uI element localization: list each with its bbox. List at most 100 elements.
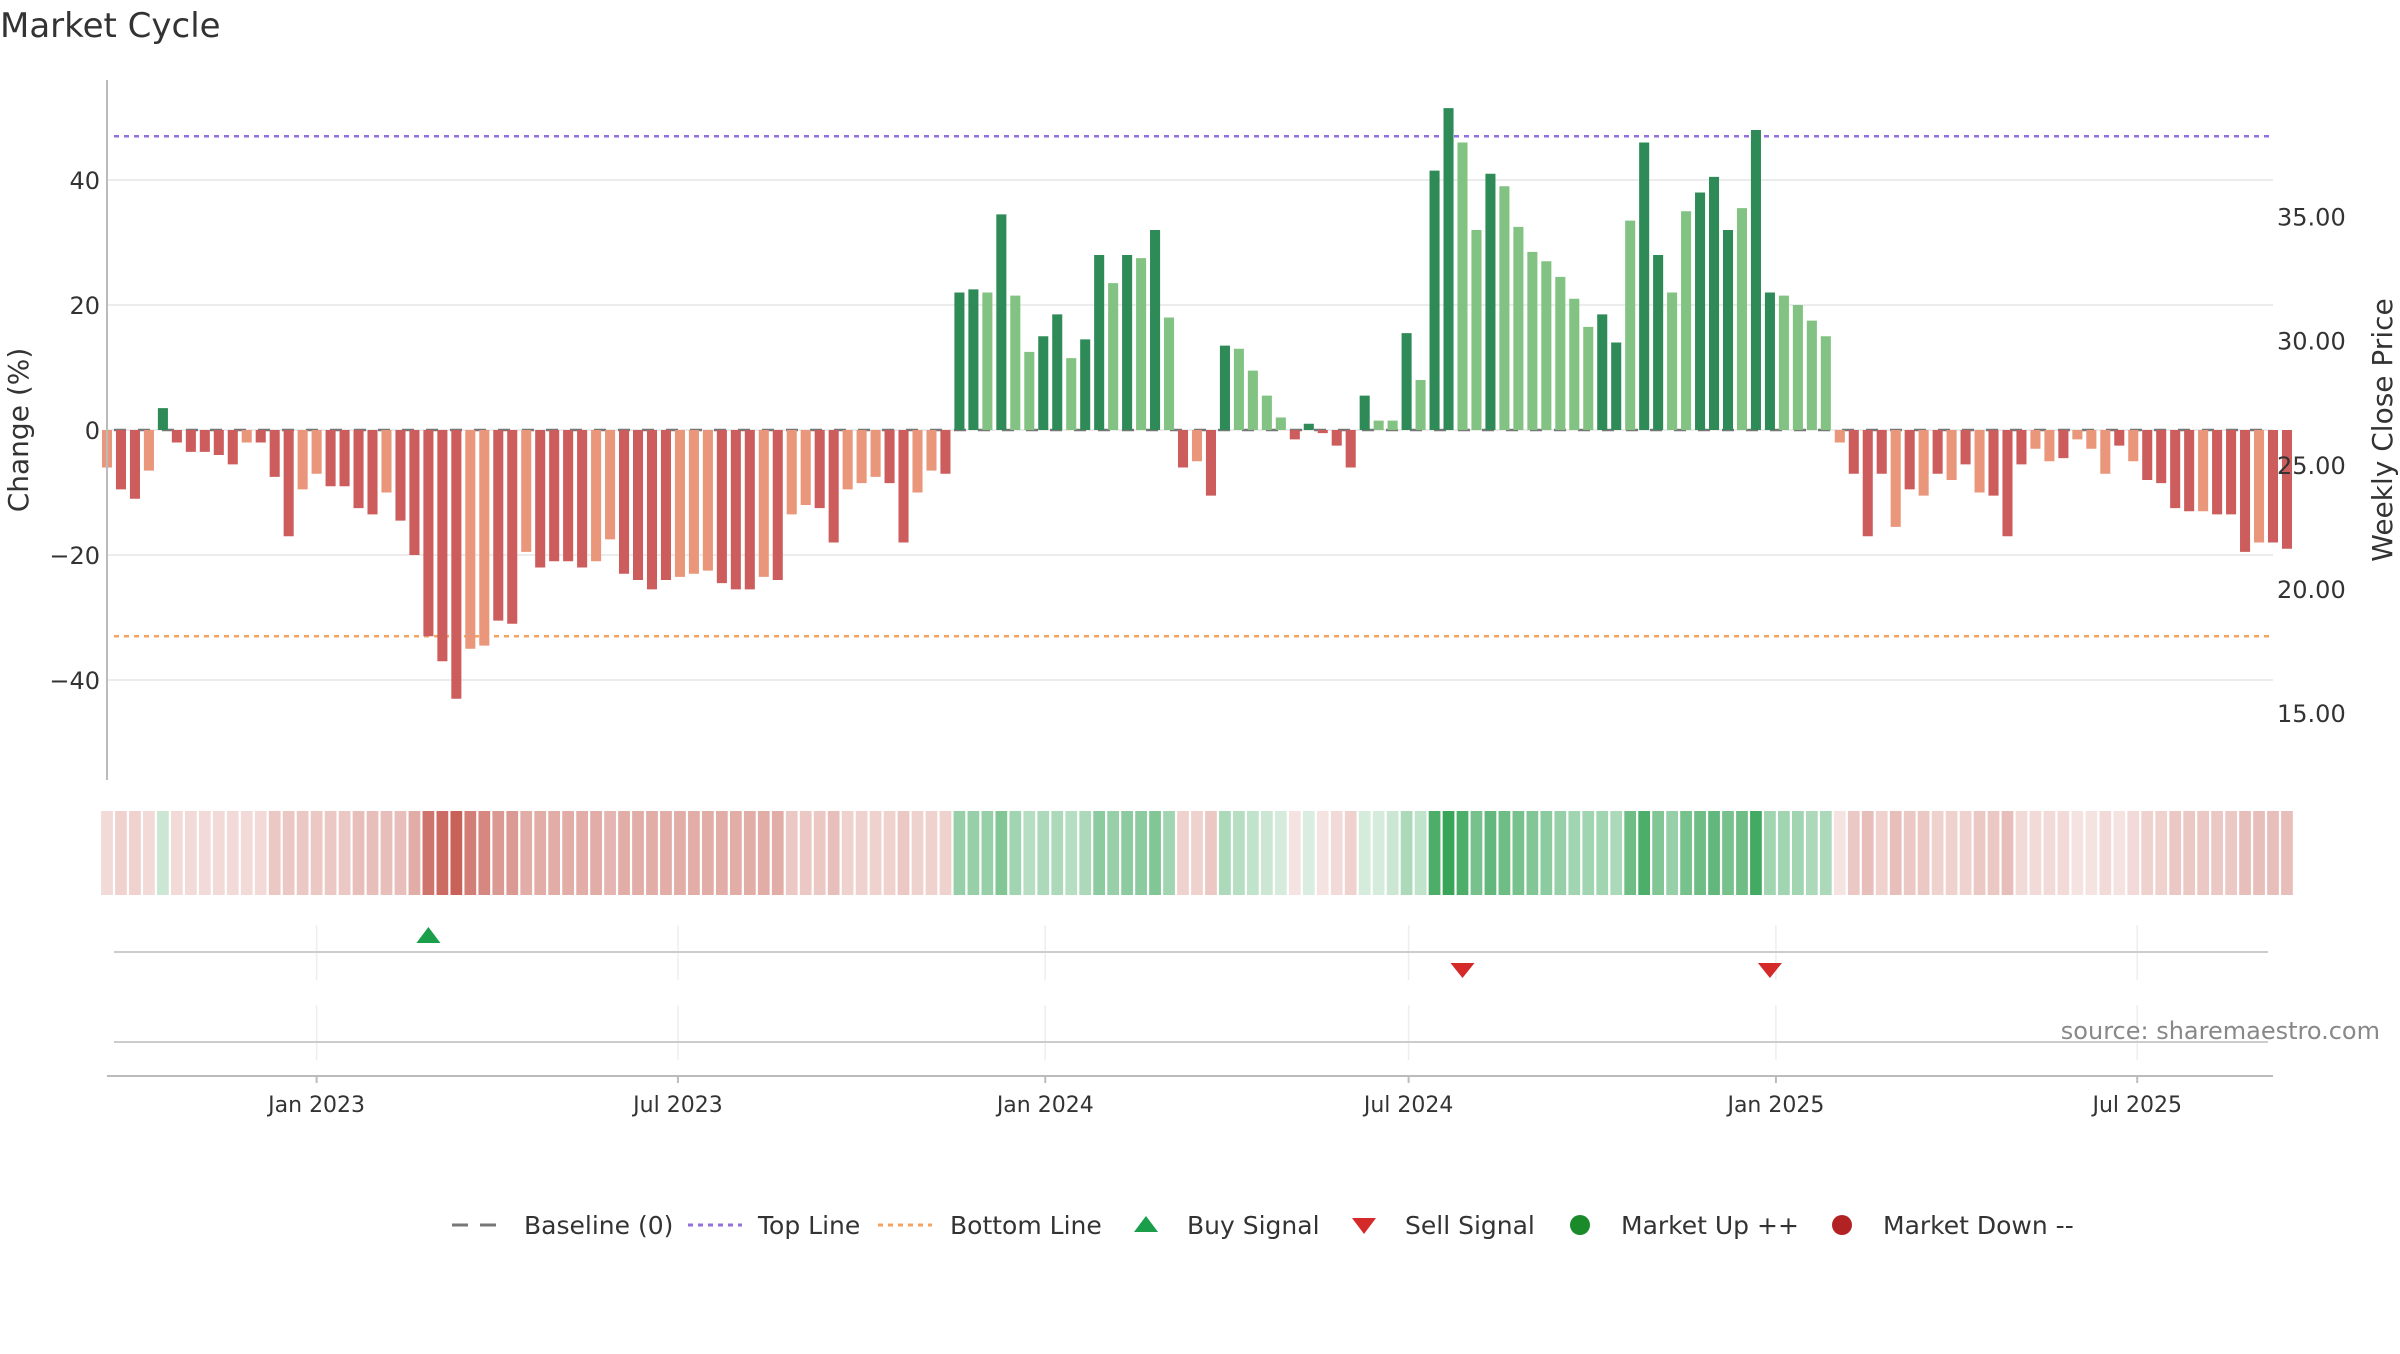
change-bar xyxy=(1932,430,1943,474)
heat-cell xyxy=(2043,811,2056,895)
heat-cell xyxy=(1652,811,1665,895)
heat-cell xyxy=(394,811,407,895)
buy-signal-marker xyxy=(416,927,441,943)
change-bar xyxy=(1653,255,1664,430)
change-bar xyxy=(2058,430,2069,459)
change-bar xyxy=(1750,130,1761,430)
y-tick-label: 40 xyxy=(69,167,100,195)
heat-cell xyxy=(1582,811,1595,895)
heat-cell xyxy=(436,811,449,895)
change-bar xyxy=(1191,430,1203,462)
heat-cell xyxy=(1498,811,1511,895)
heat-cell xyxy=(408,811,421,895)
heat-cell xyxy=(520,811,533,895)
change-bar xyxy=(115,430,127,490)
heat-cell xyxy=(939,811,952,895)
change-bar xyxy=(1569,298,1580,430)
change-bar xyxy=(1415,380,1426,430)
change-bar xyxy=(2198,430,2209,512)
heat-cell xyxy=(715,811,728,895)
heat-cell xyxy=(785,811,798,895)
change-bar xyxy=(129,430,140,499)
change-bar xyxy=(577,430,588,568)
change-bar xyxy=(1876,430,1887,474)
change-bar xyxy=(1038,336,1049,430)
heat-cell xyxy=(743,811,756,895)
change-bar xyxy=(339,430,350,487)
change-bar xyxy=(311,430,322,474)
change-bar xyxy=(2100,430,2111,474)
heat-cell xyxy=(115,811,127,895)
change-bar xyxy=(409,430,420,555)
heat-cell xyxy=(1973,811,1986,895)
heat-cell xyxy=(1484,811,1497,895)
change-bar xyxy=(1541,261,1552,430)
sell-signal-marker xyxy=(1450,963,1475,978)
heat-cell xyxy=(799,811,812,895)
change-bar xyxy=(619,430,630,574)
change-bar xyxy=(535,430,546,568)
heat-cell xyxy=(1233,811,1245,895)
heat-cell xyxy=(492,811,505,895)
legend-label: Sell Signal xyxy=(1405,1211,1535,1240)
legend-market-down-swatch xyxy=(1832,1215,1852,1235)
heat-cell xyxy=(101,811,113,895)
change-bar xyxy=(1289,430,1300,440)
heat-cell xyxy=(548,811,561,895)
heat-cell xyxy=(1554,811,1567,895)
heat-cell xyxy=(2099,811,2112,895)
heat-cell xyxy=(464,811,477,895)
heat-cell xyxy=(422,811,435,895)
change-bar xyxy=(255,430,266,443)
x-tick-label: Jan 2023 xyxy=(266,1093,365,1118)
heat-cell xyxy=(2141,811,2154,895)
change-bar xyxy=(1108,283,1119,430)
change-bar xyxy=(1080,339,1091,430)
heat-cell xyxy=(1456,811,1469,895)
y2-tick-label: 20.00 xyxy=(2277,576,2346,604)
heat-cell xyxy=(1274,811,1287,895)
change-bar xyxy=(702,430,713,571)
heat-cell xyxy=(1540,811,1553,895)
change-bar xyxy=(646,430,658,590)
change-bar xyxy=(2156,430,2167,484)
change-bar xyxy=(1625,220,1636,430)
change-bar xyxy=(1806,320,1817,430)
change-bar xyxy=(1527,251,1538,430)
change-bar xyxy=(1695,192,1706,430)
heat-cell xyxy=(771,811,784,895)
change-bar xyxy=(2142,430,2153,480)
heat-cell xyxy=(1875,811,1888,895)
heat-cell xyxy=(2225,811,2237,895)
change-bar xyxy=(1848,430,1859,474)
heat-cell xyxy=(1121,811,1133,895)
heat-cell xyxy=(1428,811,1441,895)
x-tick-label: Jan 2025 xyxy=(1725,1093,1824,1118)
change-bar xyxy=(1681,211,1692,430)
heat-cell xyxy=(1680,811,1692,895)
heat-cell xyxy=(618,811,630,895)
change-bar xyxy=(1164,317,1175,430)
change-bar xyxy=(1597,314,1608,430)
change-bar xyxy=(982,292,993,430)
heat-cell xyxy=(576,811,588,895)
change-bar xyxy=(227,430,238,465)
change-bar xyxy=(2086,430,2097,449)
heat-cell xyxy=(1107,811,1120,895)
change-bar xyxy=(1024,351,1035,430)
change-bar xyxy=(185,430,196,452)
change-bar xyxy=(1974,430,1985,493)
heat-cell xyxy=(1792,811,1804,895)
heat-cell xyxy=(1861,811,1874,895)
change-bar xyxy=(1261,395,1272,430)
change-bar xyxy=(968,289,979,430)
heat-cell xyxy=(129,811,141,895)
change-bar xyxy=(395,430,406,521)
change-bar xyxy=(1345,430,1356,468)
heat-cell xyxy=(212,811,225,895)
change-bar xyxy=(479,430,490,646)
heat-cell xyxy=(1736,811,1748,895)
heat-cell xyxy=(562,811,575,895)
